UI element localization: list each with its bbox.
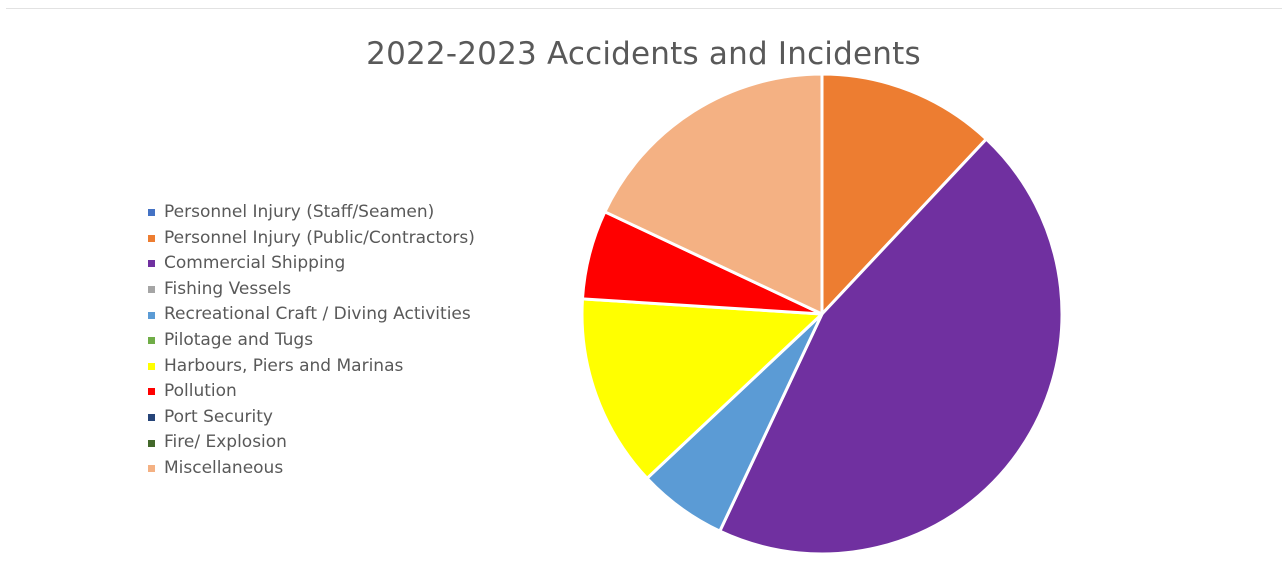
legend-item: Pollution	[148, 379, 475, 405]
legend-item: Personnel Injury (Staff/Seamen)	[148, 200, 475, 226]
legend-label: Harbours, Piers and Marinas	[164, 355, 404, 376]
legend-label: Port Security	[164, 406, 273, 427]
legend-swatch	[148, 209, 155, 217]
legend-label: Personnel Injury (Public/Contractors)	[164, 227, 475, 248]
legend-item: Recreational Craft / Diving Activities	[148, 302, 475, 328]
legend-item: Pilotage and Tugs	[148, 328, 475, 354]
pie-slice	[718, 137, 1064, 556]
legend-swatch	[148, 337, 155, 345]
legend-swatch	[148, 439, 155, 447]
legend-label: Recreational Craft / Diving Activities	[164, 304, 471, 325]
legend-item: Miscellaneous	[148, 456, 475, 482]
legend-label: Fire/ Explosion	[164, 432, 287, 453]
pie-slice	[580, 297, 824, 480]
legend-swatch	[148, 260, 155, 268]
legend-label: Fishing Vessels	[164, 278, 292, 299]
legend-item: Fishing Vessels	[148, 277, 475, 303]
legend-label: Miscellaneous	[164, 457, 284, 478]
legend-item: Harbours, Piers and Marinas	[148, 354, 475, 380]
legend-label: Personnel Injury (Staff/Seamen)	[164, 202, 435, 222]
legend-swatch	[148, 311, 155, 319]
pie-slice	[820, 72, 988, 316]
legend-item: Personnel Injury (Public/Contractors)	[148, 226, 475, 252]
legend-label: Commercial Shipping	[164, 253, 346, 274]
legend-swatch	[148, 362, 155, 370]
legend-item: Port Security	[148, 405, 475, 431]
legend-swatch	[148, 465, 155, 473]
chart-legend: Personnel Injury (Staff/Seamen) Personnel…	[148, 200, 475, 482]
legend-swatch	[148, 388, 155, 396]
legend-label: Pollution	[164, 381, 237, 402]
legend-swatch	[148, 234, 155, 242]
pie-slice	[603, 72, 824, 316]
chart-title: 2022-2023 Accidents and Incidents	[366, 36, 921, 72]
legend-label: Pilotage and Tugs	[164, 329, 314, 350]
legend-swatch	[148, 414, 155, 422]
legend-item: Fire/ Explosion	[148, 430, 475, 456]
legend-swatch	[148, 286, 155, 294]
legend-item: Commercial Shipping	[148, 251, 475, 277]
